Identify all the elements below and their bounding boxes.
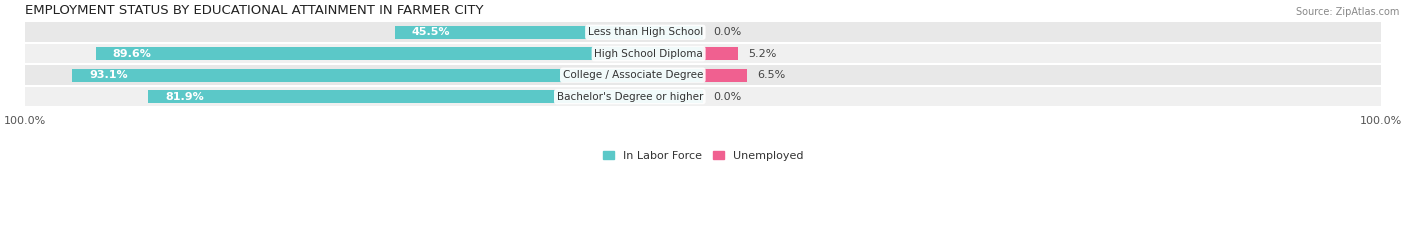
Text: EMPLOYMENT STATUS BY EDUCATIONAL ATTAINMENT IN FARMER CITY: EMPLOYMENT STATUS BY EDUCATIONAL ATTAINM… (25, 4, 484, 17)
Text: 0.0%: 0.0% (713, 27, 741, 37)
Bar (25, 65, 1381, 86)
Bar (25, 86, 1381, 107)
Text: Source: ZipAtlas.com: Source: ZipAtlas.com (1295, 7, 1399, 17)
Text: Bachelor's Degree or higher: Bachelor's Degree or higher (557, 92, 703, 102)
Text: 93.1%: 93.1% (89, 70, 128, 80)
Bar (395, 26, 703, 39)
Bar (25, 21, 1381, 43)
Bar (703, 47, 738, 60)
Text: 6.5%: 6.5% (758, 70, 786, 80)
Text: 89.6%: 89.6% (112, 49, 152, 59)
Bar (25, 43, 1381, 65)
Text: High School Diploma: High School Diploma (595, 49, 703, 59)
Bar (72, 69, 703, 82)
Legend: In Labor Force, Unemployed: In Labor Force, Unemployed (603, 151, 803, 161)
Text: 0.0%: 0.0% (713, 92, 741, 102)
Text: 45.5%: 45.5% (412, 27, 450, 37)
Text: 81.9%: 81.9% (165, 92, 204, 102)
Bar (96, 47, 703, 60)
Text: 5.2%: 5.2% (748, 49, 776, 59)
Bar (703, 69, 747, 82)
Text: Less than High School: Less than High School (588, 27, 703, 37)
Bar (148, 90, 703, 103)
Text: College / Associate Degree: College / Associate Degree (562, 70, 703, 80)
